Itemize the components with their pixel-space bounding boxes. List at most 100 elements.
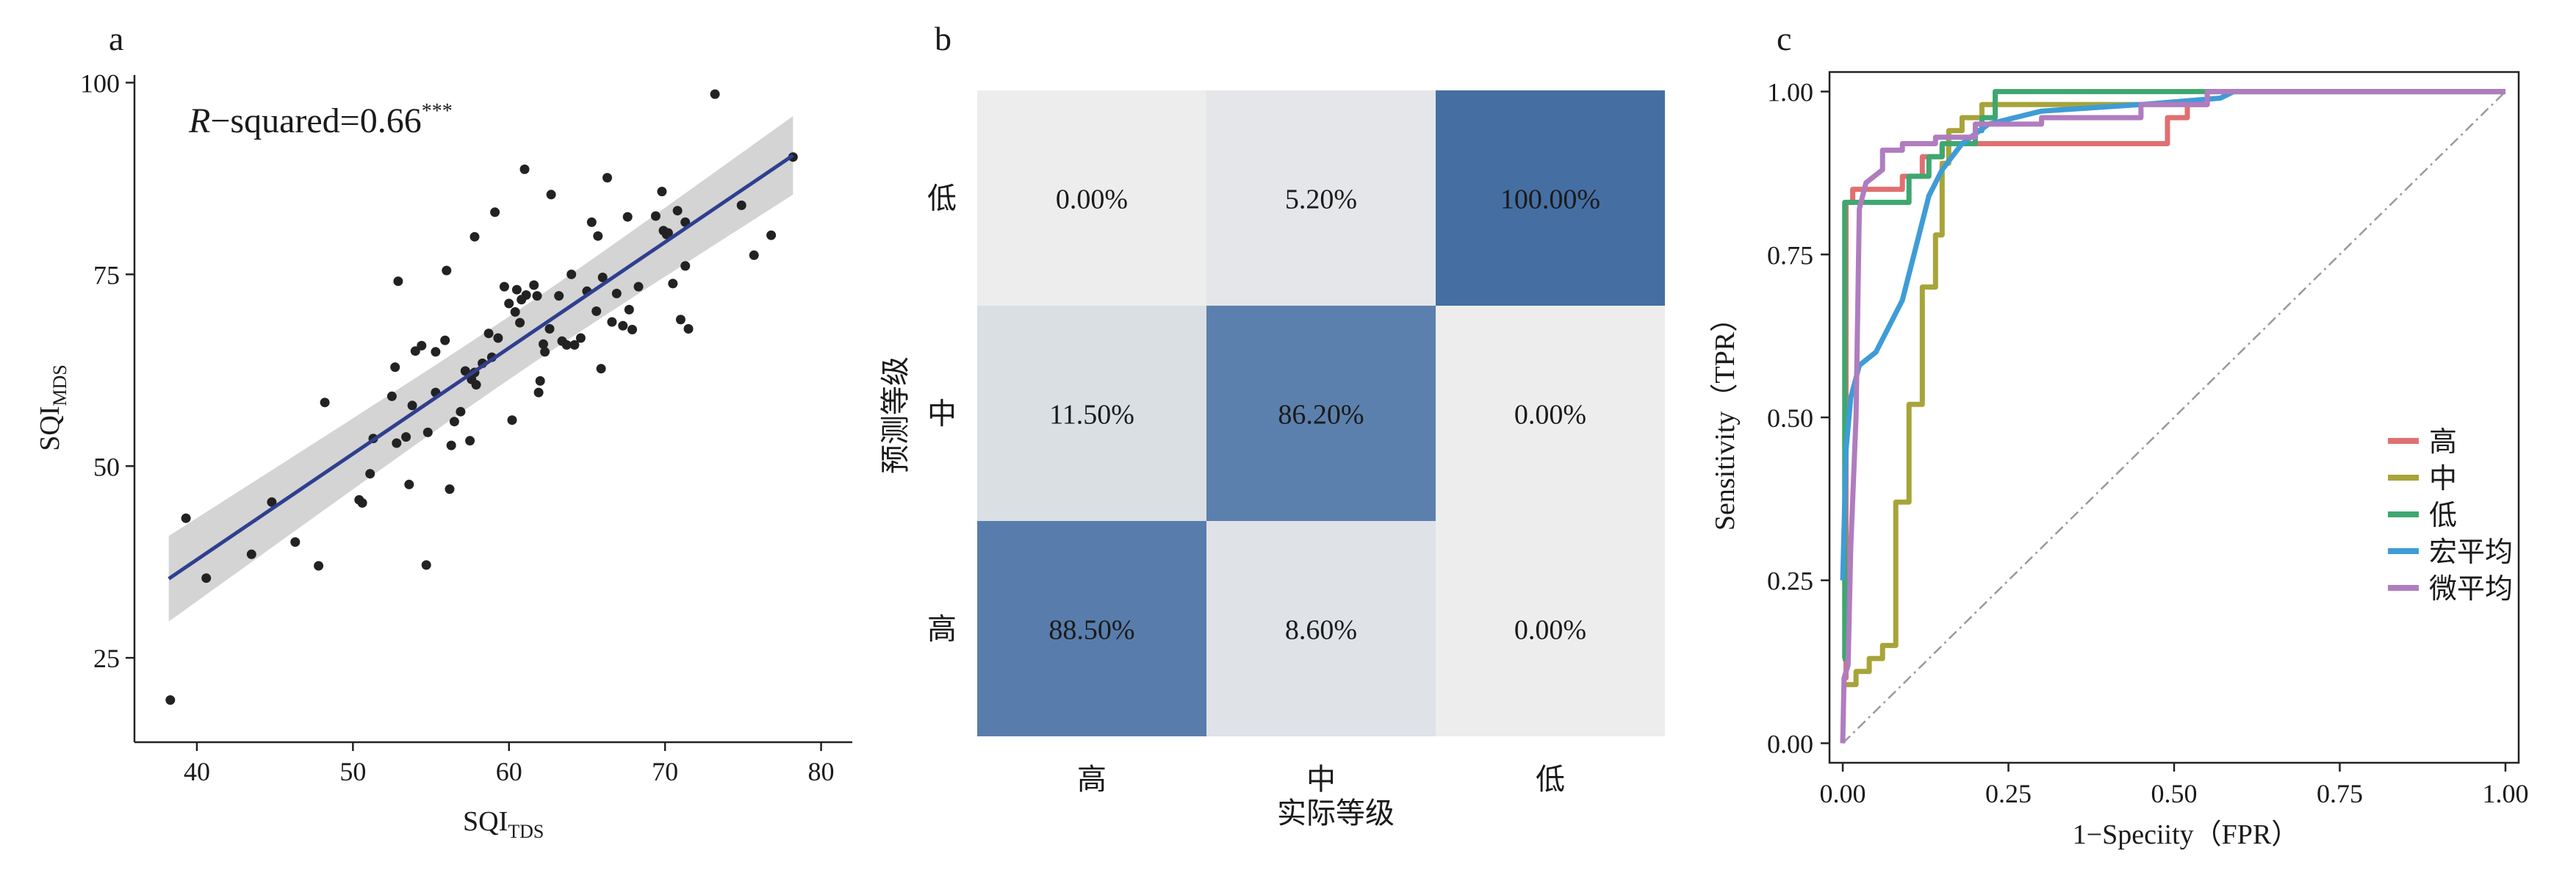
scatter-point xyxy=(165,695,176,705)
heatmap-cell xyxy=(1436,306,1665,521)
scatter-point xyxy=(597,273,608,282)
y-axis-title: Sensitivity（TPR） xyxy=(1710,304,1741,531)
scatter-point xyxy=(456,406,466,417)
x-axis-title-subscript: TDS xyxy=(508,821,544,842)
scatter-point xyxy=(493,333,503,343)
y-tick-label: 0.00 xyxy=(1767,729,1813,758)
x-category-label: 高 xyxy=(1077,763,1107,796)
x-axis-title: 实际等级 xyxy=(1277,797,1395,830)
scatter-points xyxy=(165,89,798,705)
scatter-point xyxy=(561,340,572,350)
x-tick-label: 0.00 xyxy=(1820,779,1866,808)
scatter-point xyxy=(624,304,634,315)
x-tick-label: 60 xyxy=(496,757,522,786)
scatter-point xyxy=(393,276,403,287)
y-tick-label: 100 xyxy=(80,68,120,98)
x-ticks: 0.00 0.25 0.50 0.75 1.00 xyxy=(1820,763,2528,808)
scatter-point xyxy=(422,427,433,437)
plot-frame xyxy=(1828,71,2520,764)
y-tick-label: 25 xyxy=(93,644,120,673)
scatter-point xyxy=(544,324,555,334)
scatter-point xyxy=(290,537,301,547)
scatter-point xyxy=(407,400,417,411)
scatter-point xyxy=(499,281,509,292)
scatter-point xyxy=(672,206,683,216)
x-tick-label: 0.50 xyxy=(2151,779,2198,808)
scatter-point xyxy=(683,324,694,334)
x-tick-label: 80 xyxy=(808,757,835,786)
cell-value-label: 0.00% xyxy=(1056,184,1128,215)
scatter-point xyxy=(622,212,633,222)
scatter-point xyxy=(749,250,759,260)
scatter-point xyxy=(519,164,530,174)
cell-value-label: 0.00% xyxy=(1514,615,1586,646)
scatter-point xyxy=(663,228,673,238)
scatter-point xyxy=(201,573,212,583)
cell-value-label: 88.50% xyxy=(1048,615,1134,646)
y-category-label: 中 xyxy=(927,398,957,431)
scatter-point xyxy=(602,173,612,183)
y-tick-labels: 低中高 xyxy=(927,182,957,646)
legend-label: 中 xyxy=(2429,464,2457,495)
scatter-point xyxy=(392,438,402,448)
scatter-point xyxy=(431,347,441,357)
chance-line xyxy=(1842,90,2506,744)
y-ticks: 0.00 0.25 0.50 0.75 1.00 xyxy=(1767,78,1830,758)
scatter-point xyxy=(246,549,256,559)
panel-a-label: a xyxy=(109,20,123,57)
heatmap-cell xyxy=(1206,521,1436,736)
scatter-point xyxy=(566,269,577,279)
y-tick-label: 0.75 xyxy=(1767,240,1813,270)
x-tick-label: 70 xyxy=(652,757,678,786)
heatmap-cells: 0.00% 5.20% 100.00% 11.50% 86.20% 0.00% 88.50%… xyxy=(977,90,1665,736)
x-ticks: 40 50 60 70 80 xyxy=(184,742,835,786)
scatter-point xyxy=(766,230,777,240)
heatmap-cell xyxy=(977,306,1206,521)
r-squared-value: −squared=0.66 xyxy=(210,101,421,140)
scatter-point xyxy=(446,440,456,450)
heatmap-cell xyxy=(1206,306,1436,521)
scatter-point xyxy=(471,380,481,390)
y-axis-title: 预测等级 xyxy=(879,356,912,474)
scatter-point xyxy=(575,333,586,343)
x-tick-label: 40 xyxy=(184,757,210,786)
r-symbol: R xyxy=(188,101,210,140)
scatter-point xyxy=(483,328,494,339)
scatter-point xyxy=(417,340,427,351)
fit-line xyxy=(168,154,794,581)
scatter-point xyxy=(668,279,678,289)
scatter-point xyxy=(586,217,597,227)
scatter-point xyxy=(521,290,531,300)
scatter-point xyxy=(591,306,602,316)
scatter-point xyxy=(611,288,622,298)
scatter-point xyxy=(181,513,191,523)
scatter-point xyxy=(460,366,470,376)
heatmap-cell xyxy=(1436,521,1665,736)
y-tick-label: 1.00 xyxy=(1767,78,1813,107)
legend-label: 低 xyxy=(2429,500,2457,531)
scatter-point xyxy=(386,391,397,401)
x-category-label: 中 xyxy=(1306,763,1336,796)
cell-value-label: 8.60% xyxy=(1285,615,1357,646)
scatter-point xyxy=(533,387,544,398)
scatter-point xyxy=(410,346,420,356)
scatter-point xyxy=(657,187,667,197)
scatter-point xyxy=(507,415,517,425)
legend-label: 宏平均 xyxy=(2429,537,2513,568)
scatter-point xyxy=(510,307,520,317)
scatter-point xyxy=(449,417,459,427)
scatter-point xyxy=(569,340,580,350)
scatter-point xyxy=(710,89,720,99)
scatter-point xyxy=(515,317,525,328)
scatter-point xyxy=(511,284,522,295)
scatter-point xyxy=(314,561,324,571)
significance-stars: *** xyxy=(422,100,453,123)
scatter-point xyxy=(421,560,431,570)
scatter-point xyxy=(365,469,375,479)
legend-label: 微平均 xyxy=(2429,574,2513,605)
scatter-point xyxy=(445,484,455,495)
x-tick-label: 0.75 xyxy=(2317,779,2363,808)
cell-value-label: 0.00% xyxy=(1514,400,1586,431)
roc-curve xyxy=(1842,89,2505,661)
scatter-point xyxy=(465,436,475,446)
